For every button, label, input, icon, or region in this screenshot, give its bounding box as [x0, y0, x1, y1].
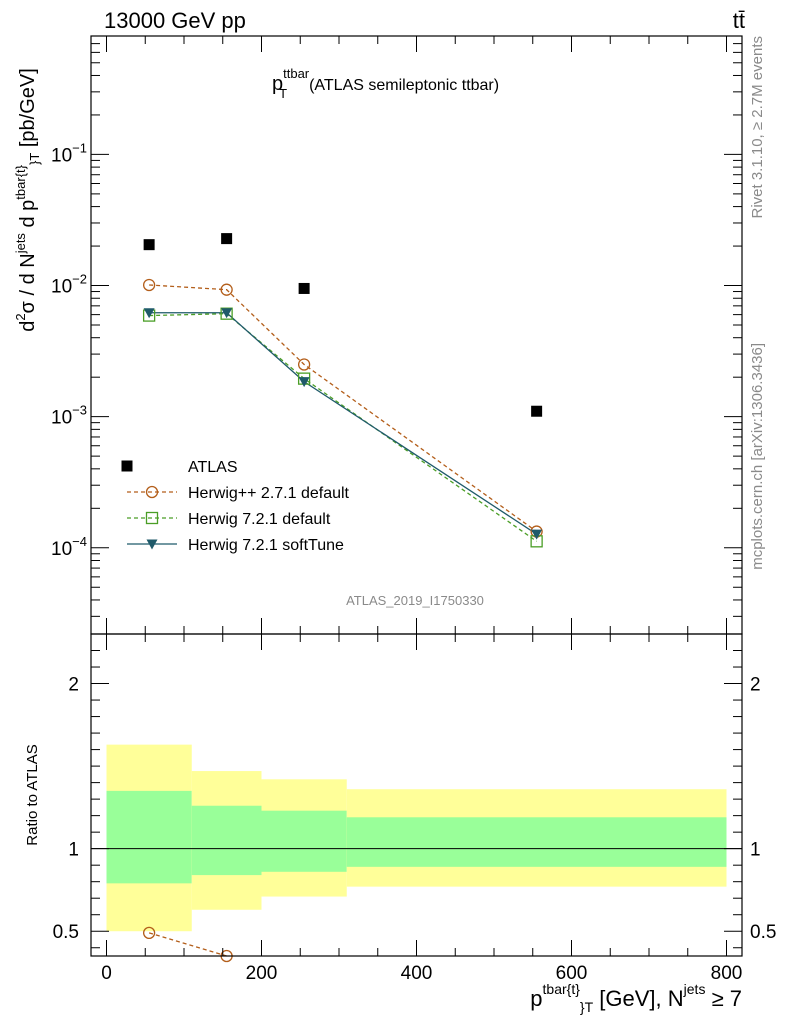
main-y-tick-label: 10−4 [51, 534, 87, 560]
atlas-point [531, 405, 543, 417]
x-label-sub-b: T [585, 999, 594, 1015]
x-tick-label: 200 [246, 963, 278, 984]
mcplots-reference-label: mcplots.cern.ch [arXiv:1306.3436] [749, 343, 766, 570]
stat-uncertainty-band [191, 805, 262, 876]
herwig-2-7-1-default-ratio-line [148, 932, 227, 957]
plot-title-sub: T [279, 86, 287, 101]
tick-exponent: −1 [72, 140, 87, 155]
herwig-7-2-1-softtune-point [143, 308, 155, 319]
herwig-2-7-1-default-line [149, 284, 538, 533]
legend-label-atlas: ATLAS [188, 459, 238, 476]
plot-title-rest: (ATLAS semileptonic ttbar) [309, 77, 499, 94]
tick-exponent: −3 [72, 403, 87, 418]
legend-label-herwig-7-2-1-softtune: Herwig 7.2.1 softTune [188, 537, 344, 554]
y-label-part-b-sup: jets [13, 233, 28, 255]
herwig-2-7-1-default-ratio-point [142, 926, 156, 940]
herwig-7-2-1-default-point [220, 307, 233, 320]
tick-base: 10 [51, 408, 72, 429]
stat-uncertainty-band [261, 810, 347, 872]
ratio-panel-frame [90, 633, 743, 957]
ratio-y-tick-label-right: 0.5 [750, 922, 776, 943]
herwig-7-2-1-softtune-point [298, 377, 310, 388]
y-label-part-d: [pb/GeV] [17, 68, 39, 153]
legend-marker-herwig-7-2-1-default [145, 511, 159, 525]
main-y-tick-label: 10−1 [51, 140, 87, 166]
tick-base: 10 [51, 145, 72, 166]
legend-marker-herwig-7-2-1-softtune [146, 539, 158, 550]
herwig-7-2-1-softtune-point [221, 308, 233, 319]
y-label-part-c-sub: } [27, 160, 42, 165]
ratio-y-tick-label: 1 [68, 840, 79, 861]
analysis-watermark: ATLAS_2019_I1750330 [346, 593, 484, 608]
x-tick-label: 600 [556, 963, 588, 984]
y-label-part-b: σ / d N [17, 253, 39, 313]
plot-title-sup: ttbar [283, 66, 310, 81]
y-label-part-a: d [17, 321, 39, 332]
herwig-7-2-1-softtune-point [531, 529, 543, 540]
process-label: tt̄ [733, 8, 745, 33]
legend-label-herwig-7-2-1-default: Herwig 7.2.1 default [188, 511, 331, 528]
x-label-rest-sup: jets [683, 981, 706, 997]
ratio-y-tick-label-right: 2 [750, 675, 761, 696]
tick-base: 10 [51, 539, 72, 560]
main-y-tick-label: 10−2 [51, 272, 87, 298]
herwig-7-2-1-default-line [149, 313, 537, 542]
herwig-2-7-1-default-point [220, 283, 233, 296]
legend-label-herwig-2-7-1-default: Herwig++ 2.7.1 default [188, 485, 350, 502]
atlas-point [221, 233, 233, 245]
ratio-y-axis-label: Ratio to ATLAS [24, 744, 41, 845]
legend-marker-herwig-2-7-1-default [145, 485, 159, 499]
legend-marker-atlas [121, 460, 133, 472]
main-y-axis-label: d2σ / d Njets d ptbar{t}}T [pb/GeV] [13, 68, 42, 332]
ratio-panel: 0.5 0.5 1 1 2 2 0 200 400 600 800 Ratio to ATLAS p… [24, 633, 776, 1015]
ratio-y-tick-label: 2 [68, 675, 79, 696]
plot-title-p: p [272, 73, 283, 95]
x-axis-label: ptbar{t}}T [GeV], Njets ≥ 7 [530, 981, 742, 1015]
y-label-part-c-sub2: T [27, 153, 42, 161]
tick-base: 10 [51, 277, 72, 298]
herwig-7-2-1-softtune-line [149, 312, 537, 535]
ratio-y-tick-label-right: 1 [750, 840, 761, 861]
main-y-tick-label: 10−3 [51, 403, 87, 429]
main-panel: pttbar T (ATLAS semileptonic ttbar) ATLAS_… [13, 35, 743, 635]
rivet-version-label: Rivet 3.1.10, ≥ 2.7M events [749, 36, 766, 219]
x-label-tail: ≥ 7 [705, 986, 742, 1011]
collision-label: 13000 GeV pp [104, 8, 246, 33]
atlas-point [143, 239, 155, 251]
x-tick-label: 400 [401, 963, 433, 984]
x-tick-label: 0 [101, 963, 112, 984]
y-label-part-c: d p [17, 200, 39, 233]
x-label-sub-a: } [580, 999, 585, 1015]
tick-exponent: −4 [72, 534, 87, 549]
herwig-2-7-1-default-point [297, 358, 311, 371]
stat-uncertainty-band [346, 817, 727, 867]
x-label-p: p [530, 986, 542, 1011]
atlas-point [298, 282, 310, 294]
legend: ATLAS Herwig++ 2.7.1 default Herwig 7.2.1 … [121, 459, 350, 554]
plot-title: pttbar T (ATLAS semileptonic ttbar) [272, 66, 499, 101]
ratio-y-tick-label: 0.5 [53, 922, 79, 943]
y-label-part-c-sup: tbar{t} [13, 164, 28, 199]
herwig-2-7-1-default-point [142, 278, 156, 292]
x-label-sup: tbar{t} [543, 981, 581, 997]
tick-exponent: −2 [72, 272, 87, 287]
y-label-part-a-sup: 2 [13, 313, 28, 320]
x-label-rest: [GeV], N [593, 986, 683, 1011]
stat-uncertainty-band [106, 790, 192, 884]
x-tick-label: 800 [711, 963, 743, 984]
